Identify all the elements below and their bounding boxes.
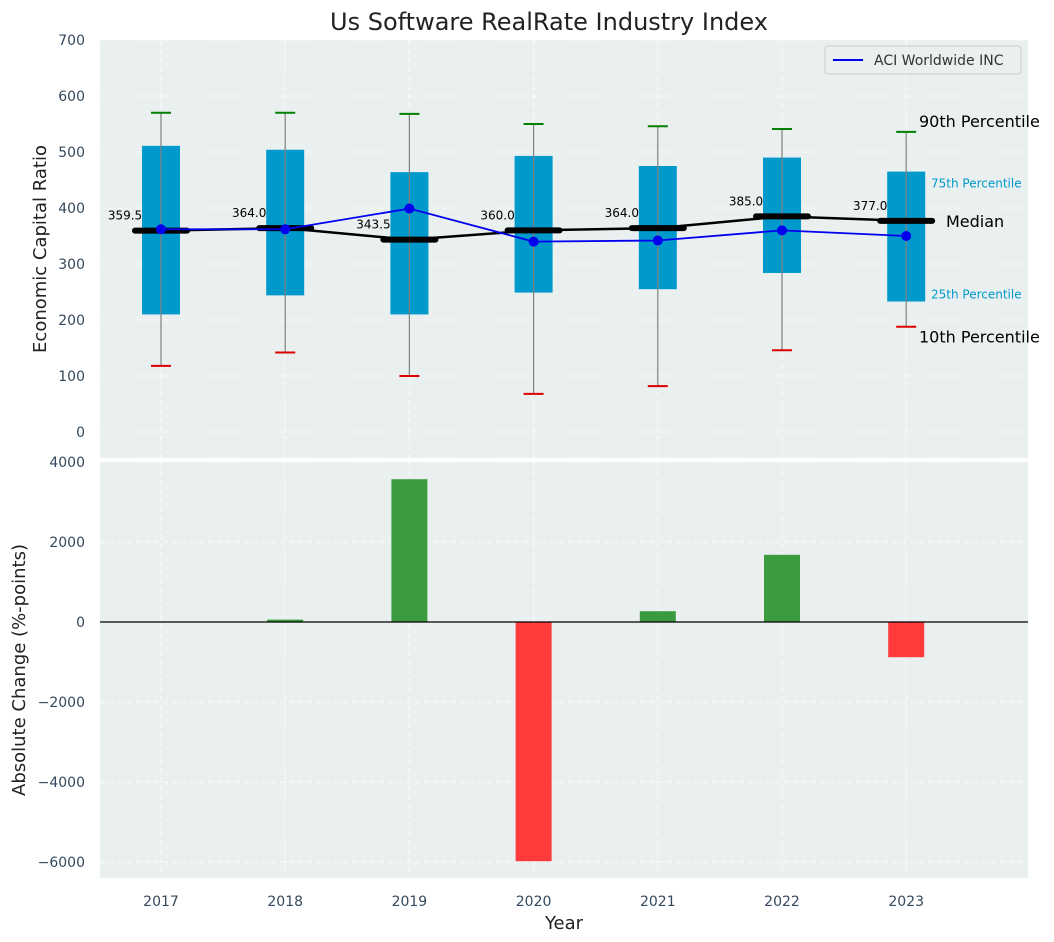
- p25-annotation: 25th Percentile: [931, 288, 1022, 302]
- median-annotation: Median: [946, 212, 1004, 231]
- change-bar: [639, 611, 676, 622]
- legend-label: ACI Worldwide INC: [874, 53, 1004, 69]
- bottom-y-tick-label: −4000: [38, 775, 85, 791]
- bottom-y-tick-label: 4000: [49, 455, 85, 471]
- change-bar: [764, 554, 800, 622]
- x-tick-label: 2019: [392, 894, 428, 910]
- x-tick-label: 2020: [516, 894, 552, 910]
- series-point: [901, 231, 912, 241]
- top-y-tick-label: 300: [58, 257, 85, 273]
- series-point: [528, 236, 539, 247]
- series-point: [280, 224, 291, 235]
- p75-annotation: 75th Percentile: [931, 177, 1022, 191]
- series-point: [404, 203, 415, 214]
- change-bar: [888, 622, 925, 658]
- series-point: [156, 224, 166, 235]
- series-point: [652, 235, 663, 246]
- bottom-y-tick-label: 0: [76, 615, 85, 631]
- top-y-tick-label: 500: [58, 145, 85, 161]
- p90-annotation: 90th Percentile: [919, 112, 1040, 131]
- bottom-y-tick-label: −6000: [38, 855, 85, 871]
- x-tick-label: 2021: [640, 894, 676, 910]
- x-tick-label: 2018: [267, 894, 303, 910]
- x-tick-label: 2022: [764, 894, 800, 910]
- legend-box: [824, 45, 1022, 75]
- median-value-label: 359.5: [108, 209, 142, 223]
- change-bar: [391, 479, 428, 622]
- median-value-label: 364.0: [232, 206, 266, 220]
- bottom-plot-area: [100, 462, 1028, 878]
- top-y-tick-label: 200: [58, 313, 85, 329]
- bottom-y-axis-label: Absolute Change (%-points): [9, 544, 30, 796]
- top-y-tick-label: 100: [58, 369, 85, 385]
- legend: ACI Worldwide INC: [824, 45, 1022, 75]
- x-tick-label: 2023: [888, 894, 924, 910]
- x-tick-label: 2017: [143, 894, 179, 910]
- change-bar: [515, 622, 552, 862]
- top-y-tick-label: 0: [76, 425, 85, 441]
- median-value-label: 385.0: [729, 194, 763, 208]
- p10-annotation: 10th Percentile: [919, 328, 1040, 347]
- median-value-label: 364.0: [605, 206, 639, 220]
- chart-title: Us Software RealRate Industry Index: [330, 8, 768, 36]
- bottom-y-tick-label: −2000: [38, 695, 85, 711]
- series-point: [777, 225, 787, 236]
- top-y-tick-label: 700: [58, 33, 85, 49]
- top-y-axis-label: Economic Capital Ratio: [30, 145, 51, 353]
- median-value-label: 343.5: [356, 218, 390, 232]
- top-y-tick-label: 600: [58, 89, 85, 105]
- x-axis-label: Year: [544, 913, 584, 934]
- bottom-y-tick-label: 2000: [49, 535, 85, 551]
- change-bar: [267, 619, 304, 622]
- median-value-label: 377.0: [853, 199, 887, 213]
- top-y-tick-label: 400: [58, 201, 85, 217]
- top-plot-area: [100, 40, 1028, 458]
- median-value-label: 360.0: [480, 208, 514, 222]
